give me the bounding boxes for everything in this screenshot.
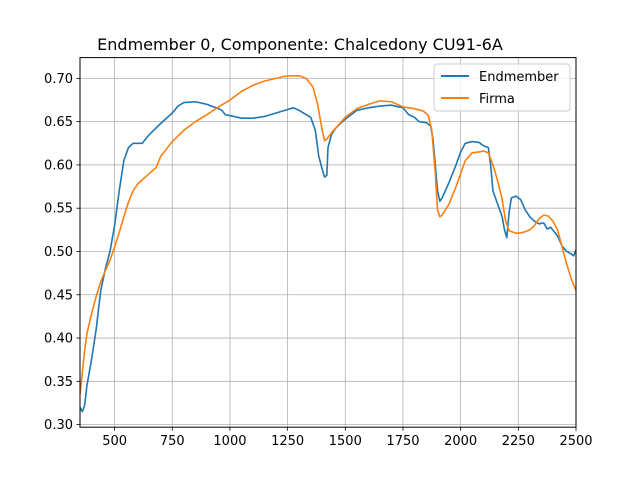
series-line-endmember	[80, 100, 576, 413]
y-tick-label: 0.30	[44, 418, 73, 433]
grid	[80, 57, 577, 428]
x-tick-label: 750	[160, 434, 185, 449]
series-lines	[80, 74, 576, 413]
plot-frame	[79, 57, 577, 428]
y-tick-label: 0.65	[44, 115, 73, 130]
x-tick-label: 2500	[559, 434, 592, 449]
x-tick-label: 1750	[386, 434, 419, 449]
y-tick-label: 0.55	[44, 202, 73, 217]
legend-label-endmember: Endmember	[479, 70, 559, 85]
y-tick-label: 0.40	[44, 332, 73, 347]
chart-title: Endmember 0, Componente: Chalcedony CU91…	[97, 35, 503, 54]
x-tick-label: 1000	[213, 434, 246, 449]
x-tick-label: 1500	[329, 434, 362, 449]
x-tick-label: 2250	[502, 434, 535, 449]
legend-label-firma: Firma	[479, 92, 515, 107]
legend: Endmember Firma	[433, 63, 571, 112]
y-tick-label: 0.35	[44, 375, 73, 390]
y-tick-label: 0.70	[44, 72, 73, 87]
x-tick-label: 500	[102, 434, 127, 449]
axis-ticks: 500 750 1000 1250 1500 1750 2000 2250 2500 0.30 0.…	[44, 72, 593, 449]
x-tick-label: 2000	[444, 434, 477, 449]
y-tick-label: 0.45	[44, 288, 73, 303]
y-tick-label: 0.50	[44, 245, 73, 260]
series-line-firma	[80, 74, 576, 395]
y-tick-label: 0.60	[44, 158, 73, 173]
x-tick-label: 1250	[271, 434, 304, 449]
